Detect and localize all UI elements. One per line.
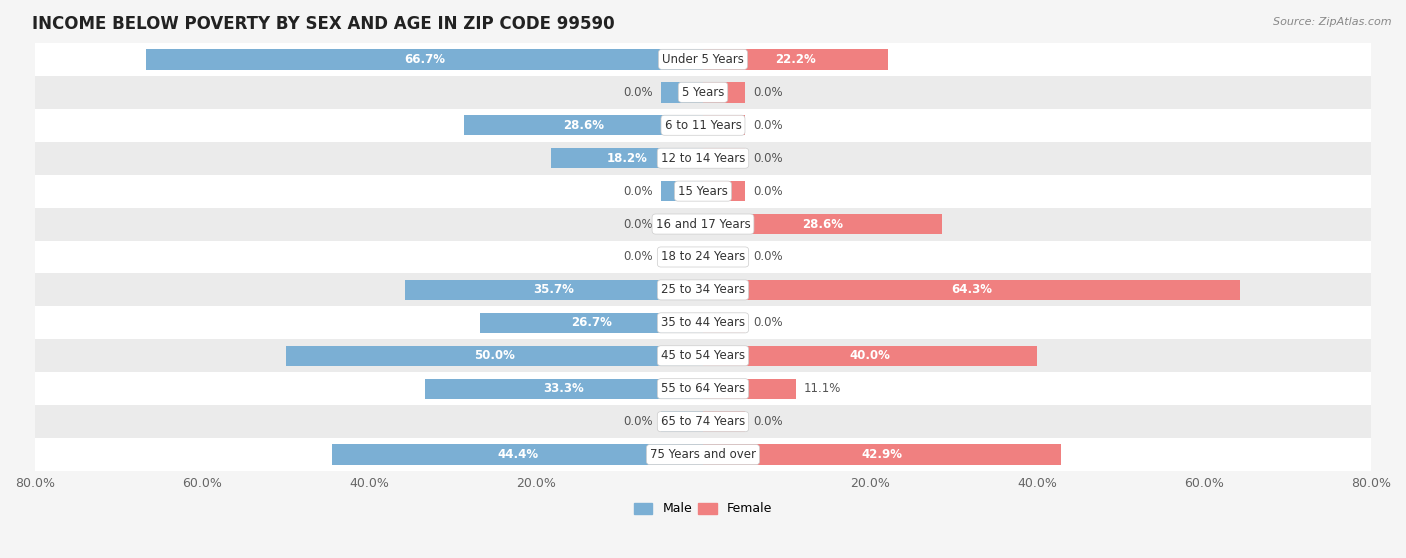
Bar bbox=[661, 214, 703, 234]
Bar bbox=[35, 273, 1371, 306]
Bar bbox=[703, 82, 745, 103]
Bar bbox=[703, 148, 745, 169]
Bar bbox=[35, 240, 1371, 273]
Text: 0.0%: 0.0% bbox=[623, 185, 652, 198]
Bar bbox=[703, 49, 889, 70]
Bar bbox=[703, 247, 745, 267]
Text: 42.9%: 42.9% bbox=[862, 448, 903, 461]
Text: 33.3%: 33.3% bbox=[544, 382, 585, 395]
Text: 5 Years: 5 Years bbox=[682, 86, 724, 99]
Bar bbox=[425, 378, 703, 399]
Text: 28.6%: 28.6% bbox=[562, 119, 605, 132]
Bar bbox=[35, 372, 1371, 405]
Text: 11.1%: 11.1% bbox=[804, 382, 841, 395]
Bar bbox=[35, 175, 1371, 208]
Text: 40.0%: 40.0% bbox=[849, 349, 890, 362]
Bar bbox=[332, 444, 703, 465]
Text: 12 to 14 Years: 12 to 14 Years bbox=[661, 152, 745, 165]
Text: 6 to 11 Years: 6 to 11 Years bbox=[665, 119, 741, 132]
Bar bbox=[661, 181, 703, 201]
Bar bbox=[703, 378, 796, 399]
Text: 18.2%: 18.2% bbox=[606, 152, 647, 165]
Text: 50.0%: 50.0% bbox=[474, 349, 515, 362]
Text: 0.0%: 0.0% bbox=[623, 415, 652, 428]
Bar bbox=[703, 345, 1038, 366]
Text: 0.0%: 0.0% bbox=[754, 86, 783, 99]
Text: 26.7%: 26.7% bbox=[571, 316, 612, 329]
Bar bbox=[703, 312, 745, 333]
Bar bbox=[146, 49, 703, 70]
Text: 0.0%: 0.0% bbox=[754, 152, 783, 165]
Legend: Male, Female: Male, Female bbox=[628, 498, 778, 521]
Text: 66.7%: 66.7% bbox=[404, 53, 446, 66]
Text: 0.0%: 0.0% bbox=[754, 316, 783, 329]
Bar bbox=[35, 76, 1371, 109]
Text: 75 Years and over: 75 Years and over bbox=[650, 448, 756, 461]
Text: 15 Years: 15 Years bbox=[678, 185, 728, 198]
Bar bbox=[661, 411, 703, 432]
Text: 18 to 24 Years: 18 to 24 Years bbox=[661, 251, 745, 263]
Bar bbox=[35, 306, 1371, 339]
Text: 25 to 34 Years: 25 to 34 Years bbox=[661, 283, 745, 296]
Bar bbox=[703, 115, 745, 136]
Text: 0.0%: 0.0% bbox=[623, 251, 652, 263]
Bar bbox=[35, 339, 1371, 372]
Bar bbox=[703, 280, 1240, 300]
Bar bbox=[35, 43, 1371, 76]
Text: 35 to 44 Years: 35 to 44 Years bbox=[661, 316, 745, 329]
Bar bbox=[661, 247, 703, 267]
Bar bbox=[661, 82, 703, 103]
Bar bbox=[405, 280, 703, 300]
Text: 55 to 64 Years: 55 to 64 Years bbox=[661, 382, 745, 395]
Bar bbox=[479, 312, 703, 333]
Bar bbox=[703, 181, 745, 201]
Bar bbox=[551, 148, 703, 169]
Text: 0.0%: 0.0% bbox=[754, 185, 783, 198]
Text: 22.2%: 22.2% bbox=[775, 53, 815, 66]
Text: 35.7%: 35.7% bbox=[533, 283, 575, 296]
Text: 45 to 54 Years: 45 to 54 Years bbox=[661, 349, 745, 362]
Bar bbox=[35, 109, 1371, 142]
Bar bbox=[703, 214, 942, 234]
Bar bbox=[35, 438, 1371, 471]
Bar bbox=[35, 405, 1371, 438]
Text: 0.0%: 0.0% bbox=[623, 86, 652, 99]
Bar bbox=[703, 444, 1062, 465]
Text: 28.6%: 28.6% bbox=[801, 218, 844, 230]
Text: 16 and 17 Years: 16 and 17 Years bbox=[655, 218, 751, 230]
Text: 0.0%: 0.0% bbox=[754, 251, 783, 263]
Text: 65 to 74 Years: 65 to 74 Years bbox=[661, 415, 745, 428]
Bar bbox=[703, 411, 745, 432]
Text: Under 5 Years: Under 5 Years bbox=[662, 53, 744, 66]
Bar bbox=[464, 115, 703, 136]
Bar bbox=[35, 208, 1371, 240]
Bar bbox=[285, 345, 703, 366]
Text: INCOME BELOW POVERTY BY SEX AND AGE IN ZIP CODE 99590: INCOME BELOW POVERTY BY SEX AND AGE IN Z… bbox=[32, 15, 614, 33]
Text: 0.0%: 0.0% bbox=[754, 415, 783, 428]
Text: Source: ZipAtlas.com: Source: ZipAtlas.com bbox=[1274, 17, 1392, 27]
Text: 64.3%: 64.3% bbox=[950, 283, 993, 296]
Text: 0.0%: 0.0% bbox=[623, 218, 652, 230]
Bar bbox=[35, 142, 1371, 175]
Text: 44.4%: 44.4% bbox=[498, 448, 538, 461]
Text: 0.0%: 0.0% bbox=[754, 119, 783, 132]
